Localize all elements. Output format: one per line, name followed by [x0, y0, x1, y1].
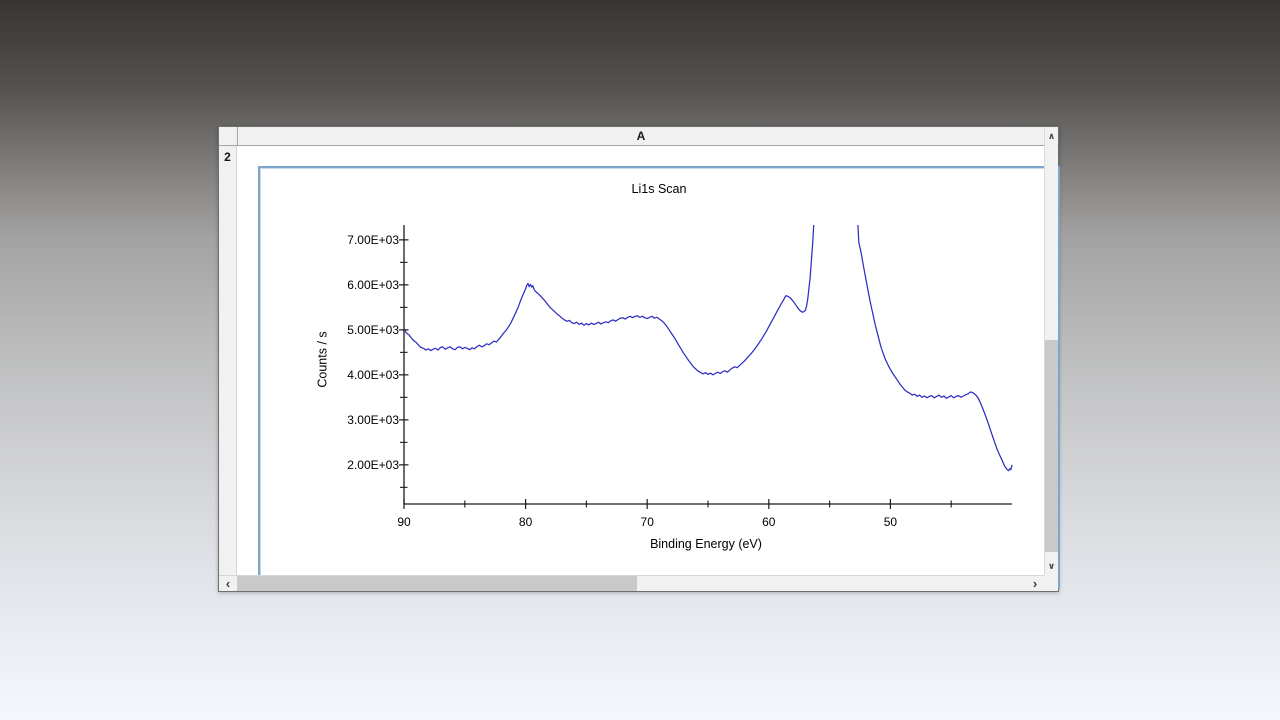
scrollbar-corner — [1044, 575, 1058, 591]
y-tick-label: 4.00E+03 — [347, 368, 399, 382]
chart-canvas: Li1s Scan Counts / s Binding Energy (eV)… — [261, 169, 1057, 586]
x-axis-title: Binding Energy (eV) — [650, 537, 762, 551]
spectrum-line — [404, 225, 1013, 472]
chevron-up-icon: ∧ — [1047, 130, 1056, 141]
vertical-scrollbar-thumb[interactable] — [1045, 340, 1058, 552]
header-corner-cell[interactable] — [219, 127, 237, 146]
column-header[interactable]: A — [237, 127, 1044, 146]
x-tick-label: 50 — [884, 515, 898, 529]
x-tick-label: 80 — [519, 515, 533, 529]
chart-tile-selected[interactable]: Li1s Scan Counts / s Binding Energy (eV)… — [258, 166, 1060, 589]
scroll-down-button[interactable]: ∨ — [1045, 557, 1058, 575]
chevron-right-icon: › — [1032, 576, 1038, 591]
row-index-label: 2 — [224, 150, 231, 164]
chevron-left-icon: ‹ — [225, 576, 231, 591]
row-gutter[interactable]: 2 — [219, 146, 237, 575]
scroll-right-button[interactable]: › — [1026, 576, 1044, 591]
document-area: Li1s Scan Counts / s Binding Energy (eV)… — [237, 146, 1060, 589]
chevron-down-icon: ∨ — [1047, 560, 1056, 571]
x-tick-label: 90 — [397, 515, 411, 529]
vertical-scrollbar[interactable]: ∧ ∨ — [1044, 127, 1058, 575]
y-tick-label: 6.00E+03 — [347, 278, 399, 292]
app-window: A 2 Li1s Scan Counts / s Binding Energy … — [218, 126, 1060, 592]
y-tick-label: 2.00E+03 — [347, 458, 399, 472]
scroll-left-button[interactable]: ‹ — [219, 576, 237, 591]
chart-title: Li1s Scan — [631, 182, 687, 196]
x-tick-label: 70 — [641, 515, 655, 529]
x-tick-label: 60 — [762, 515, 776, 529]
scroll-up-button[interactable]: ∧ — [1045, 127, 1058, 145]
y-tick-label: 3.00E+03 — [347, 413, 399, 427]
horizontal-scrollbar-thumb[interactable] — [237, 576, 637, 591]
spectrum-plot: 7.00E+03 6.00E+03 5.00E+03 4.00E+03 3.00E+03… — [347, 225, 1013, 529]
column-header-label: A — [636, 129, 646, 143]
y-tick-label: 5.00E+03 — [347, 323, 399, 337]
horizontal-scrollbar[interactable]: ‹ › — [219, 575, 1044, 591]
y-tick-label: 7.00E+03 — [347, 233, 399, 247]
